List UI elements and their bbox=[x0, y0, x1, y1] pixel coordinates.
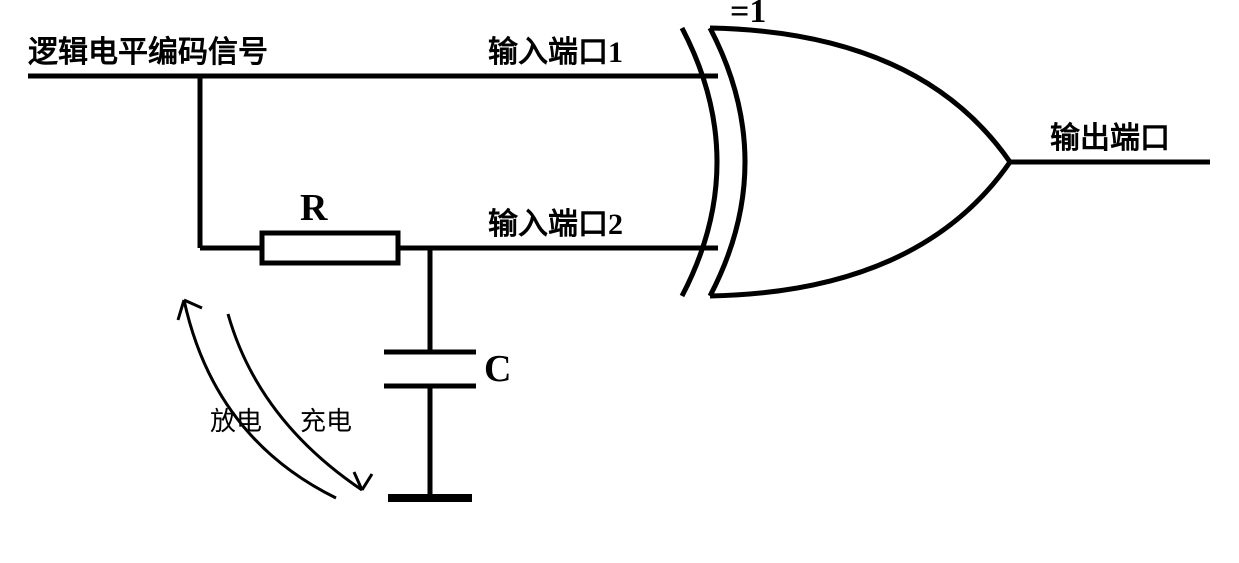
label-charge: 充电 bbox=[300, 407, 352, 436]
xor-gate-tail-arc bbox=[682, 28, 717, 296]
label-input-port-2: 输入端口2 bbox=[488, 208, 623, 241]
label-gate-symbol: =1 bbox=[730, 0, 766, 30]
label-input-signal: 逻辑电平编码信号 bbox=[28, 35, 268, 69]
xor-gate-bottom-arc bbox=[710, 162, 1010, 296]
xor-gate-top-arc bbox=[710, 28, 1010, 162]
resistor-r bbox=[262, 233, 398, 263]
discharge-arrowhead bbox=[178, 300, 202, 320]
label-resistor: R bbox=[300, 187, 328, 229]
label-input-port-1: 输入端口1 bbox=[488, 36, 623, 69]
label-discharge: 放电 bbox=[210, 407, 262, 436]
charge-curve bbox=[228, 314, 362, 490]
label-output-port: 输出端口 bbox=[1050, 122, 1170, 155]
discharge-curve bbox=[184, 300, 336, 498]
label-capacitor: C bbox=[484, 348, 511, 390]
